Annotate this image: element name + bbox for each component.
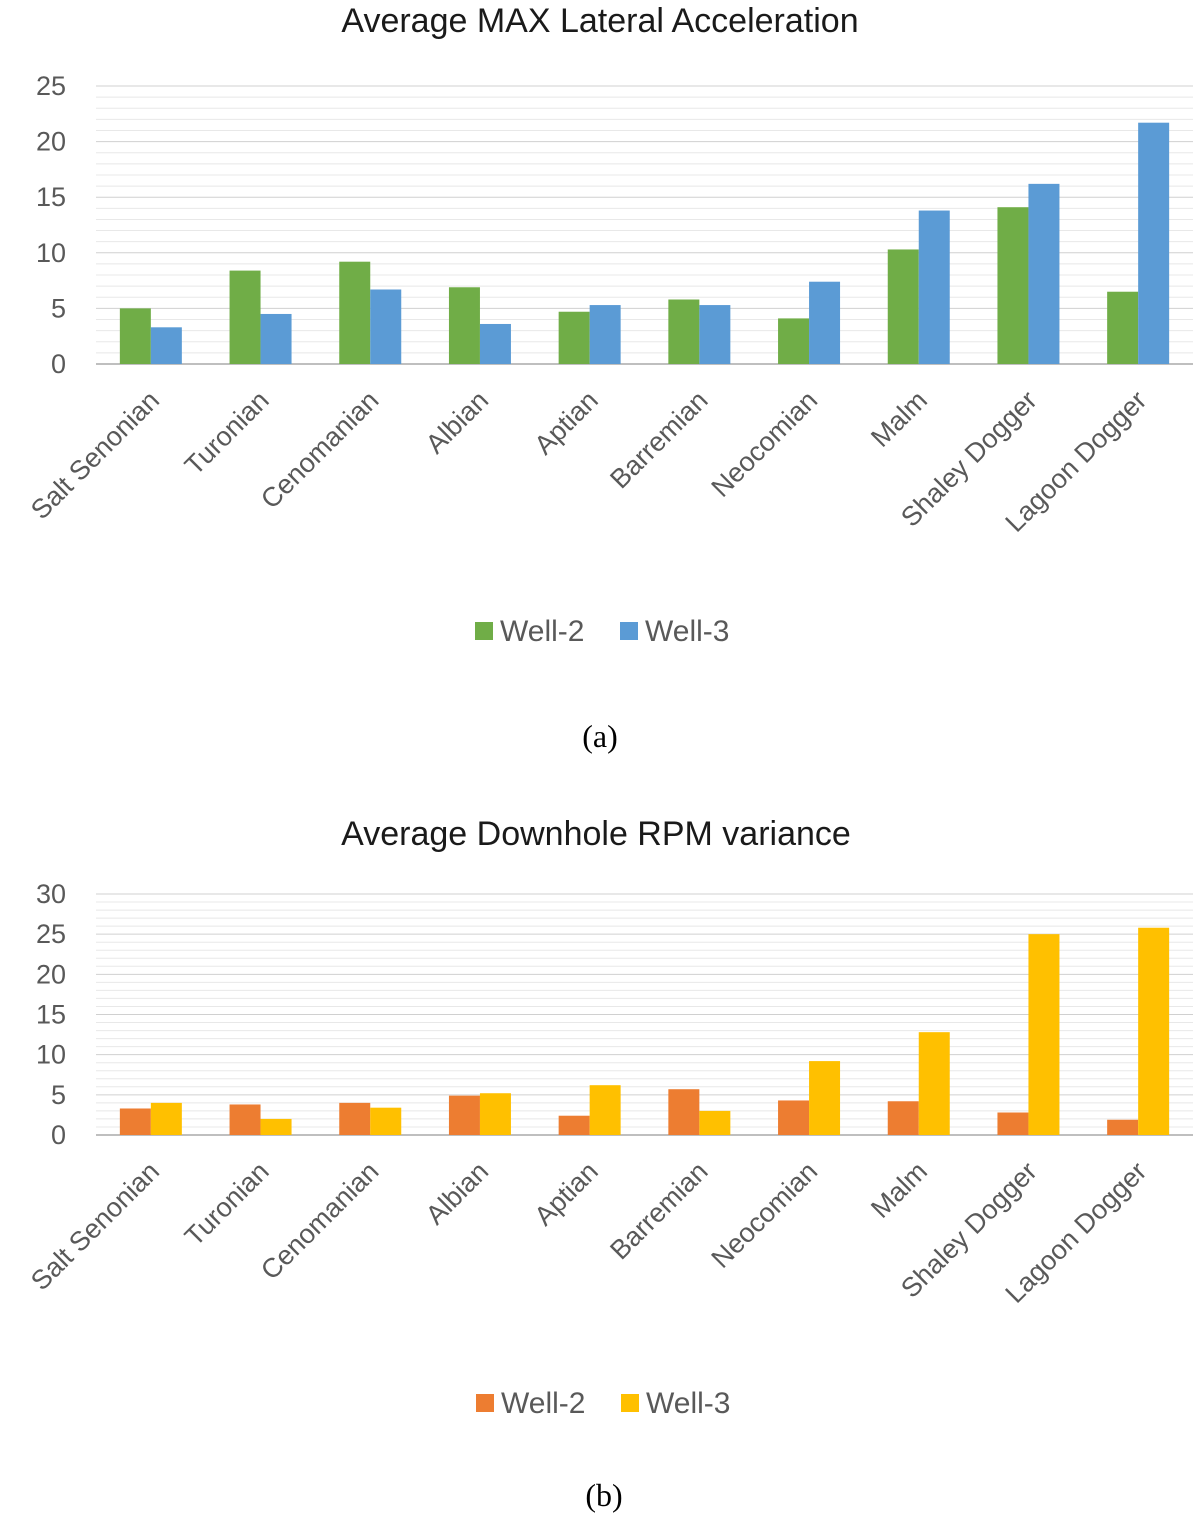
x-tick-label: Neocomian bbox=[706, 385, 824, 503]
chart-b-caption: (b) bbox=[585, 1477, 622, 1513]
bar-well-3-albian bbox=[479, 1093, 511, 1135]
bar-well-3-turonian bbox=[260, 1118, 292, 1135]
bar-well-2-lagoon-dogger bbox=[1107, 1119, 1139, 1135]
bar-well-2-turonian bbox=[229, 270, 261, 364]
legend-swatch-well-3 bbox=[621, 1394, 639, 1412]
x-tick-label: Salt Senonian bbox=[25, 385, 165, 525]
y-tick-label: 0 bbox=[51, 1120, 66, 1150]
bar-well-2-salt-senonian bbox=[119, 1108, 151, 1135]
bar-well-2-shaley-dogger bbox=[997, 1112, 1029, 1135]
bar-well-2-malm bbox=[887, 1101, 919, 1135]
bar-well-3-turonian bbox=[260, 313, 292, 364]
y-tick-label: 0 bbox=[51, 349, 66, 379]
x-tick-label: Cenomanian bbox=[255, 1156, 384, 1285]
x-tick-label: Neocomian bbox=[706, 1156, 824, 1274]
x-tick-label: Cenomanian bbox=[255, 385, 384, 514]
bar-well-2-barremian bbox=[668, 1089, 700, 1135]
y-tick-label: 5 bbox=[51, 1080, 66, 1110]
bar-well-3-barremian bbox=[699, 1110, 731, 1135]
bar-well-3-salt-senonian bbox=[150, 1102, 182, 1135]
y-tick-label: 25 bbox=[36, 71, 66, 101]
y-tick-label: 30 bbox=[36, 879, 66, 909]
y-tick-label: 15 bbox=[36, 1000, 66, 1030]
chart-a-y-axis: 0 5 10 15 20 25 bbox=[36, 71, 66, 379]
chart-a-legend: Well-2 Well-3 bbox=[475, 615, 729, 648]
legend-label-well-3: Well-3 bbox=[646, 1387, 730, 1420]
legend-label-well-2: Well-2 bbox=[500, 615, 584, 648]
x-tick-label: Barremian bbox=[604, 1156, 713, 1265]
bar-well-2-albian bbox=[448, 287, 480, 364]
legend-label-well-2: Well-2 bbox=[501, 1387, 585, 1420]
x-tick-label: Aptian bbox=[529, 385, 604, 460]
y-tick-label: 10 bbox=[36, 238, 66, 268]
x-tick-label: Albian bbox=[420, 1156, 494, 1230]
chart-b-y-axis: 0 5 10 15 20 25 30 bbox=[36, 879, 66, 1150]
chart-b-legend: Well-2 Well-3 bbox=[476, 1387, 730, 1420]
chart-b: Average Downhole RPM variance 0 5 10 15 20 25… bbox=[25, 815, 1193, 1513]
chart-b-bars bbox=[119, 927, 1170, 1135]
chart-a: Average MAX Lateral Acceleration 0 5 10 15 2… bbox=[25, 2, 1193, 754]
legend-swatch-well-2 bbox=[475, 622, 493, 640]
y-tick-label: 20 bbox=[36, 959, 66, 989]
chart-a-bars bbox=[119, 122, 1170, 364]
bar-well-3-cenomanian bbox=[370, 1107, 402, 1135]
y-tick-label: 25 bbox=[36, 919, 66, 949]
bar-well-2-lagoon-dogger bbox=[1107, 291, 1139, 364]
x-tick-label: Albian bbox=[420, 385, 494, 459]
bar-well-3-cenomanian bbox=[370, 289, 402, 364]
bar-well-2-shaley-dogger bbox=[997, 207, 1029, 364]
bar-well-3-aptian bbox=[589, 305, 621, 364]
bar-well-2-neocomian bbox=[778, 318, 810, 364]
bar-well-2-turonian bbox=[229, 1104, 261, 1135]
chart-a-title: Average MAX Lateral Acceleration bbox=[341, 2, 858, 40]
x-tick-label: Malm bbox=[865, 1156, 933, 1224]
x-tick-label: Turonian bbox=[179, 1156, 275, 1252]
bar-well-3-malm bbox=[918, 1032, 950, 1135]
bar-well-2-neocomian bbox=[778, 1100, 810, 1135]
bar-well-2-aptian bbox=[558, 311, 590, 364]
bar-well-2-cenomanian bbox=[339, 1102, 371, 1135]
x-tick-label: Malm bbox=[865, 385, 933, 453]
x-tick-label: Salt Senonian bbox=[25, 1156, 165, 1296]
bar-well-2-albian bbox=[448, 1095, 480, 1135]
legend-label-well-3: Well-3 bbox=[645, 615, 729, 648]
bar-well-3-barremian bbox=[699, 305, 731, 364]
bar-well-2-barremian bbox=[668, 299, 700, 364]
legend-swatch-well-3 bbox=[620, 622, 638, 640]
bar-well-3-aptian bbox=[589, 1085, 621, 1135]
bar-well-2-malm bbox=[887, 249, 919, 364]
bar-well-3-lagoon-dogger bbox=[1138, 927, 1170, 1135]
x-tick-label: Aptian bbox=[529, 1156, 604, 1231]
chart-b-title: Average Downhole RPM variance bbox=[341, 815, 851, 853]
bar-well-3-shaley-dogger bbox=[1028, 934, 1060, 1135]
bar-well-3-malm bbox=[918, 210, 950, 364]
chart-a-caption: (a) bbox=[582, 718, 618, 754]
bar-well-2-cenomanian bbox=[339, 261, 371, 364]
bar-well-2-salt-senonian bbox=[119, 308, 151, 364]
bar-well-3-shaley-dogger bbox=[1028, 183, 1060, 364]
bar-well-3-lagoon-dogger bbox=[1138, 122, 1170, 364]
y-tick-label: 15 bbox=[36, 182, 66, 212]
bar-well-3-albian bbox=[479, 323, 511, 364]
y-tick-label: 10 bbox=[36, 1040, 66, 1070]
x-tick-label: Turonian bbox=[179, 385, 275, 481]
legend-swatch-well-2 bbox=[476, 1394, 494, 1412]
bar-well-2-aptian bbox=[558, 1115, 590, 1135]
y-tick-label: 5 bbox=[51, 293, 66, 323]
bar-well-3-salt-senonian bbox=[150, 327, 182, 364]
bar-well-3-neocomian bbox=[809, 281, 841, 364]
y-tick-label: 20 bbox=[36, 127, 66, 157]
x-tick-label: Barremian bbox=[604, 385, 713, 494]
bar-well-3-neocomian bbox=[809, 1061, 841, 1135]
